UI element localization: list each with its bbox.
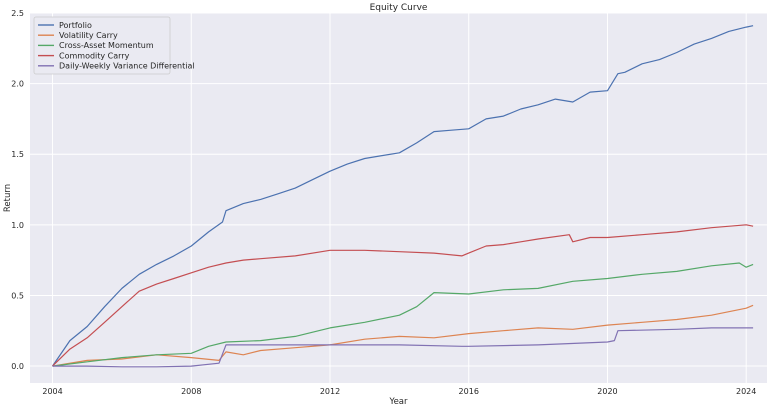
series-line-volatility-carry: [52, 304, 754, 367]
series-lines: [52, 25, 754, 368]
tick-labels: 2004 2008 2012 2016 2020 2024 0.0 0.5 1.0 1.5 2.0 2…: [11, 9, 756, 396]
y-tick-label: 0.0: [11, 362, 24, 371]
series-line-daily-weekly-variance-differential: [52, 327, 754, 368]
plot-area: [30, 13, 767, 383]
y-tick-label: 1.0: [11, 221, 24, 230]
x-tick-label: 2016: [459, 387, 479, 396]
y-axis-label: Return: [3, 184, 13, 212]
x-tick-label: 2020: [597, 387, 617, 396]
x-tick-label: 2008: [181, 387, 201, 396]
x-tick-label: 2012: [320, 387, 340, 396]
legend-label: Volatility Carry: [59, 31, 118, 40]
y-tick-label: 0.5: [11, 291, 24, 300]
legend-label: Commodity Carry: [59, 51, 130, 60]
series-line-portfolio: [52, 25, 754, 367]
legend-label: Cross-Asset Momentum: [59, 41, 154, 50]
series-line-commodity-carry: [52, 224, 754, 367]
series-line-cross-asset-momentum: [52, 262, 754, 367]
x-tick-label: 2004: [42, 387, 62, 396]
x-tick-label: 2024: [736, 387, 756, 396]
legend-label: Daily-Weekly Variance Differential: [59, 62, 195, 71]
grid-lines: [30, 12, 767, 383]
x-axis-label: Year: [389, 397, 409, 407]
y-tick-label: 2.0: [11, 80, 24, 89]
legend-label: Portfolio: [59, 21, 92, 30]
chart-title: Equity Curve: [370, 3, 428, 13]
legend-frame: [33, 16, 171, 75]
y-tick-label: 1.5: [11, 150, 24, 159]
y-tick-label: 2.5: [11, 9, 24, 18]
